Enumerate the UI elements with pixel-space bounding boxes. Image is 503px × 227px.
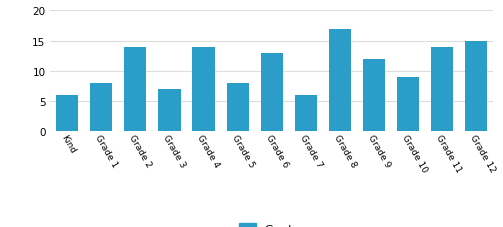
Bar — [363, 59, 385, 132]
Bar — [397, 78, 419, 132]
Bar — [226, 84, 248, 132]
Bar — [56, 96, 78, 132]
Bar — [465, 41, 487, 132]
Bar — [295, 96, 317, 132]
Bar — [193, 47, 215, 132]
Bar — [124, 47, 146, 132]
Bar — [158, 90, 181, 132]
Bar — [431, 47, 453, 132]
Bar — [328, 29, 351, 132]
Bar — [261, 53, 283, 132]
Legend: Grades: Grades — [234, 219, 309, 227]
Bar — [91, 84, 113, 132]
